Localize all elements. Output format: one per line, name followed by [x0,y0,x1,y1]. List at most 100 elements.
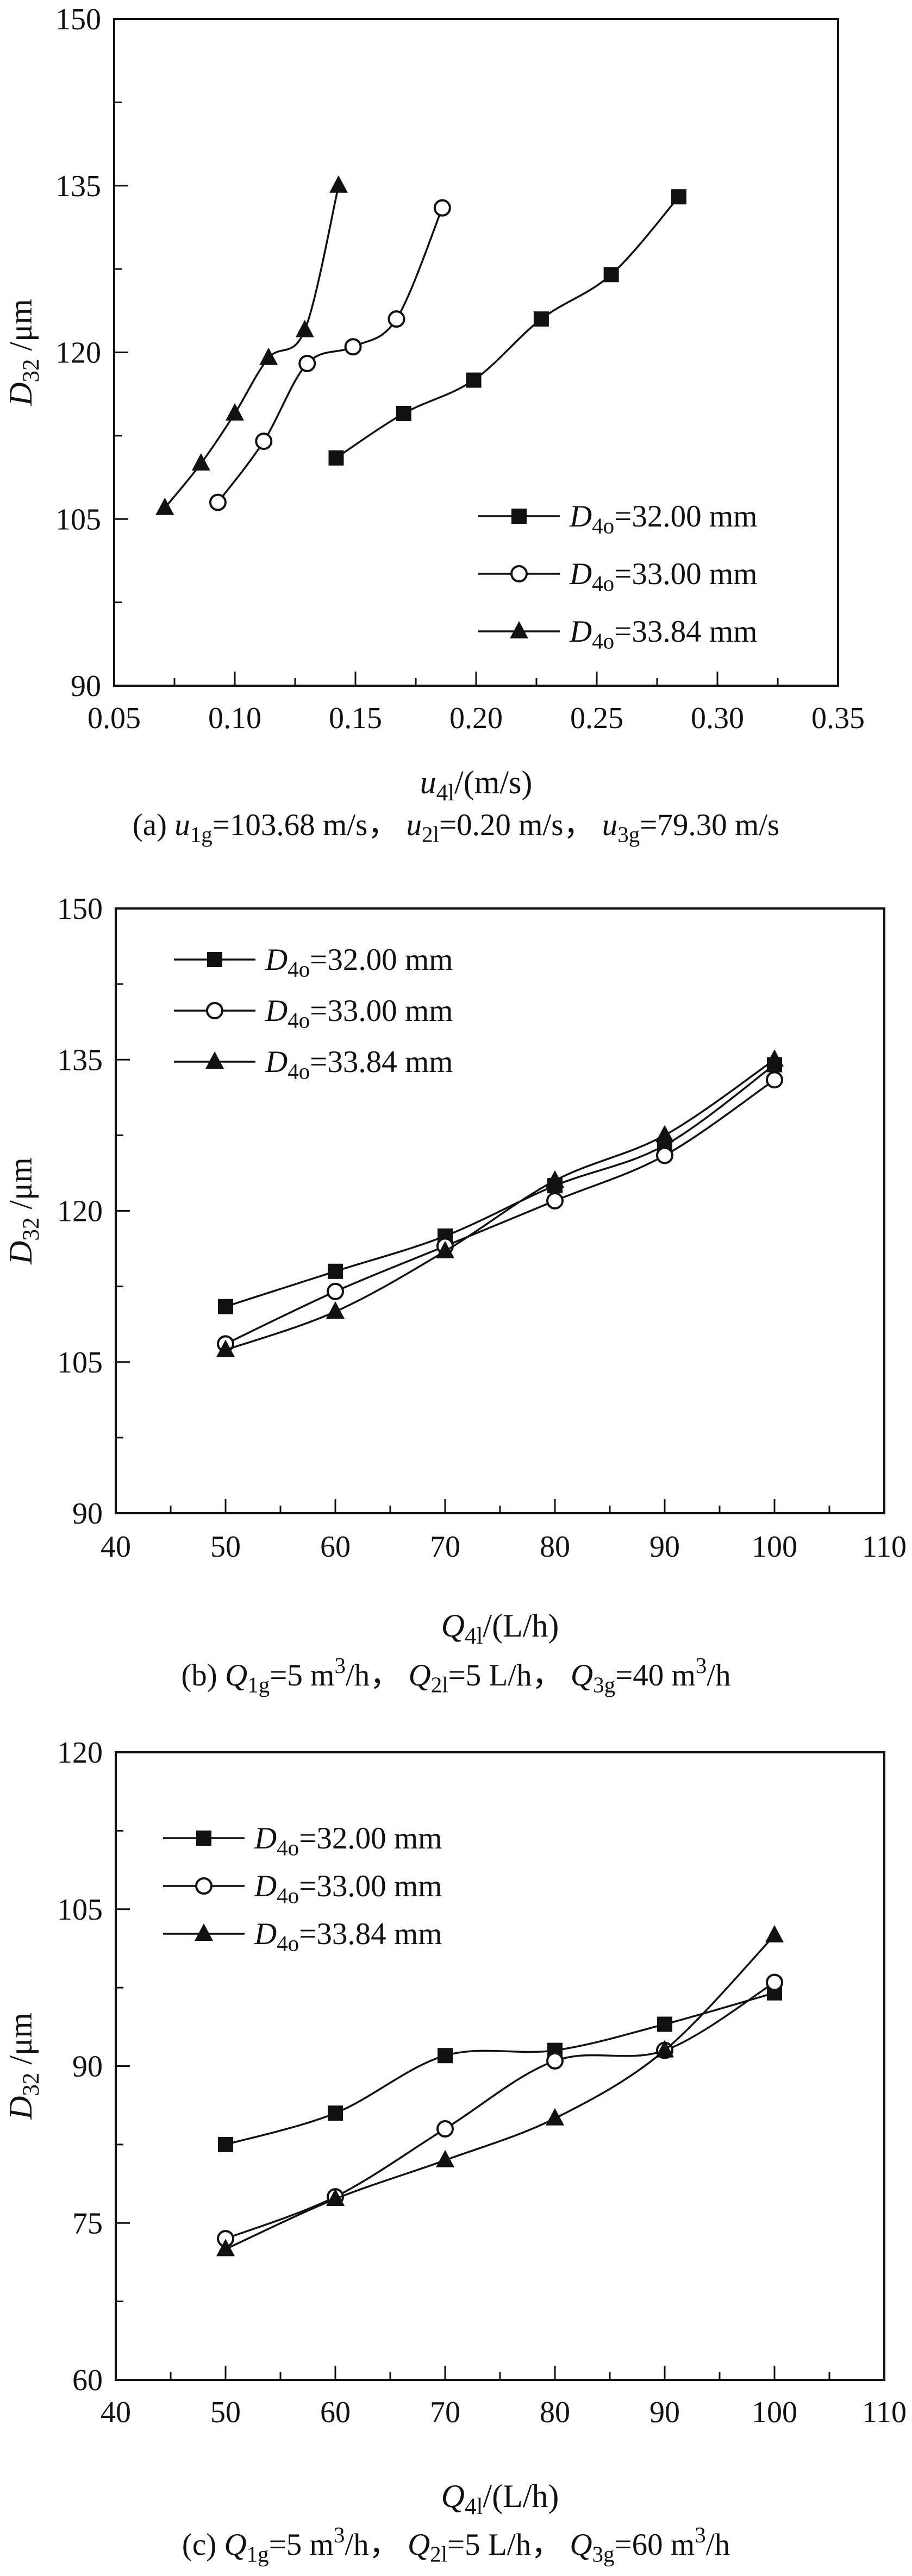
data-point-marker-square [511,509,527,524]
legend-label: D4o=33.84 mm [569,615,758,654]
data-point-marker-circle [344,338,362,356]
y-tick-label: 105 [57,1346,103,1380]
x-tick-label: 80 [540,1530,570,1564]
x-tick-label: 90 [649,1530,680,1564]
data-point-marker-circle [327,1282,344,1300]
data-point-marker-triangle [216,2239,235,2257]
subplot-b: 40 50 60 70 80 90 100 110 90 105 120 135 150 D4o=32.0… [0,858,912,1706]
y-tick-label: 90 [72,1497,103,1531]
series-points-square [328,189,686,466]
series-points-square [218,1985,782,2152]
series-points-triangle [216,1049,784,1357]
data-point-marker-circle [656,1146,673,1164]
chart-a-svg: 0.05 0.10 0.15 0.20 0.25 0.30 0.35 90 105 120 135 1… [0,0,912,858]
data-point-marker-square [533,311,549,327]
data-point-marker-circle [546,1192,564,1209]
subplot-caption: (c) Q1g=5 m3/h， Q2l=5 L/h， Q3g=60 m3/h [182,2522,730,2566]
data-point-marker-triangle [436,1240,454,1258]
subplot-c: 40 50 60 70 80 90 100 110 60 75 90 105 120 D4o=32.00 … [0,1706,912,2576]
axis-ticks [115,1751,885,2381]
legend: D4o=32.00 mm D4o=33.00 mm D4o=33.84 mm [478,499,758,654]
x-tick-label: 110 [862,2396,907,2429]
data-point-marker-square [396,405,411,421]
x-tick-label: 60 [320,1530,351,1564]
data-point-marker-square [657,2016,672,2032]
data-point-marker-triangle [226,403,244,421]
data-point-marker-square [218,2136,233,2152]
y-tick-label: 90 [71,669,101,703]
data-point-marker-square [207,952,222,967]
y-tick-label: 120 [57,1195,103,1229]
data-point-marker-triangle [765,1925,784,1942]
data-point-marker-triangle [295,319,314,337]
legend-label: D4o=32.00 mm [254,1821,442,1860]
x-tick-label: 0.30 [691,701,744,735]
x-tick-label: 60 [320,2396,351,2429]
y-axis-label: D32 /μm [3,299,44,406]
data-point-marker-triangle [195,1923,213,1941]
data-point-marker-triangle [436,2149,454,2167]
x-tick-label: 80 [540,2396,570,2429]
y-tick-label: 60 [72,2364,103,2397]
y-axis-label: D32 /μm [3,1157,44,1265]
data-point-marker-triangle [510,621,528,638]
series-line-triangle [225,1058,775,1351]
data-point-marker-triangle [655,1125,674,1143]
series-line-square [225,1992,775,2146]
data-point-marker-circle [388,310,405,328]
y-tick-label: 150 [57,892,103,926]
y-tick-label: 150 [55,3,101,36]
axis-ticks [115,907,885,1514]
series-line-circle [225,1079,775,1345]
legend-label: D4o=33.00 mm [254,1869,442,1908]
x-tick-label: 40 [101,2396,131,2429]
data-point-marker-circle [436,2120,454,2138]
y-tick-label: 120 [55,336,101,370]
data-point-marker-triangle [205,1051,224,1069]
series-line-circle [225,1982,775,2240]
legend: D4o=32.00 mm D4o=33.00 mm D4o=33.84 mm [174,943,453,1084]
data-point-marker-triangle [329,175,348,193]
subplot-caption: (a) u1g=103.68 m/s， u2l=0.20 m/s， u3g=79… [133,808,779,847]
series-line-square [335,196,680,459]
data-point-marker-triangle [655,2040,674,2058]
x-axis-label: Q4l/(L/h) [441,1608,559,1649]
plot-frame [115,1751,885,2381]
axis-ticks [113,18,839,687]
data-point-marker-triangle [546,2108,564,2126]
data-point-marker-circle [298,354,316,372]
data-point-marker-circle [766,1973,783,1991]
data-point-marker-circle [510,565,528,582]
data-point-marker-circle [195,1877,213,1895]
x-tick-label: 70 [430,2396,460,2429]
chart-b-svg: 40 50 60 70 80 90 100 110 90 105 120 135 150 D4o=32.0… [0,858,912,1706]
data-point-marker-triangle [259,347,278,365]
y-tick-label: 135 [55,170,101,203]
data-point-marker-square [196,1831,211,1846]
chart-c-svg: 40 50 60 70 80 90 100 110 60 75 90 105 120 D4o=32.00 … [0,1706,912,2576]
x-tick-label: 0.20 [449,701,503,735]
data-point-marker-triangle [546,1170,564,1188]
y-tick-label: 90 [72,2050,103,2084]
series-line-square [225,1064,776,1308]
y-tick-label: 105 [55,503,101,536]
series-points-triangle [155,175,348,515]
data-point-marker-square [603,267,619,283]
data-point-marker-triangle [326,2188,345,2206]
legend-label: D4o=32.00 mm [569,499,758,538]
x-axis-label: u4l/(m/s) [420,764,533,806]
data-point-marker-circle [766,1071,783,1089]
data-point-marker-square [328,2105,343,2121]
data-point-marker-circle [255,433,273,450]
data-point-marker-square [328,450,344,466]
subplot-a: 0.05 0.10 0.15 0.20 0.25 0.30 0.35 90 105 120 135 1… [0,0,912,858]
legend: D4o=32.00 mm D4o=33.00 mm D4o=33.84 mm [163,1821,442,1956]
x-tick-label: 50 [210,2396,241,2429]
y-tick-label: 135 [57,1043,103,1077]
series-points-triangle [216,1925,784,2257]
legend-label: D4o=33.00 mm [569,557,758,596]
data-point-marker-square [328,1263,343,1279]
data-point-marker-circle [209,493,227,511]
y-tick-label: 75 [72,2207,103,2240]
